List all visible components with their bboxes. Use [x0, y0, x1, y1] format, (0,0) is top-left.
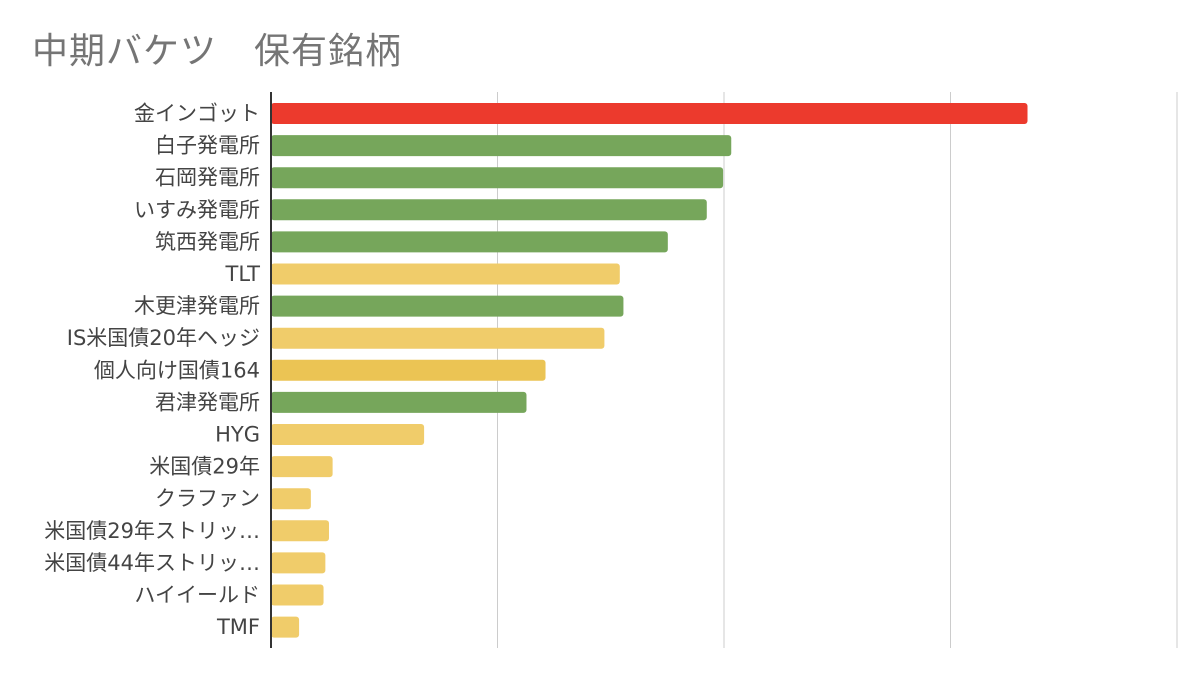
category-label: 石岡発電所 [155, 166, 260, 190]
category-label: 木更津発電所 [134, 294, 260, 318]
category-label: クラファン [155, 487, 260, 511]
bar [271, 359, 546, 381]
bar [271, 488, 311, 510]
category-label: IS米国債20年ヘッジ [67, 326, 260, 350]
category-label: ハイイールド [134, 583, 260, 607]
bar [271, 199, 707, 221]
bars [271, 103, 1028, 638]
bar [271, 520, 329, 542]
category-label: 君津発電所 [155, 390, 260, 414]
bar [271, 616, 300, 638]
category-label: 米国債29年 [149, 455, 260, 479]
category-label: HYG [215, 423, 260, 447]
category-label: TMF [216, 615, 260, 639]
chart-title: 中期バケツ 保有銘柄 [32, 31, 403, 72]
category-label: 米国債29年ストリッ… [44, 519, 260, 543]
bar [271, 391, 527, 413]
category-label: TLT [225, 262, 261, 286]
category-label: 白子発電所 [155, 134, 260, 158]
bar [271, 584, 324, 606]
category-label: 個人向け国債164 [94, 358, 260, 382]
category-label: いすみ発電所 [134, 198, 260, 222]
bar [271, 103, 1028, 124]
bar [271, 231, 668, 253]
bar [271, 167, 724, 189]
bar [271, 456, 333, 478]
bar [271, 424, 425, 445]
bar [271, 135, 732, 157]
bar [271, 552, 326, 574]
bar [271, 263, 620, 285]
category-label: 筑西発電所 [155, 230, 260, 254]
category-label: 金インゴット [134, 102, 260, 126]
bar [271, 295, 624, 317]
category-label: 米国債44年ストリッ… [44, 551, 260, 575]
bar [271, 327, 605, 349]
